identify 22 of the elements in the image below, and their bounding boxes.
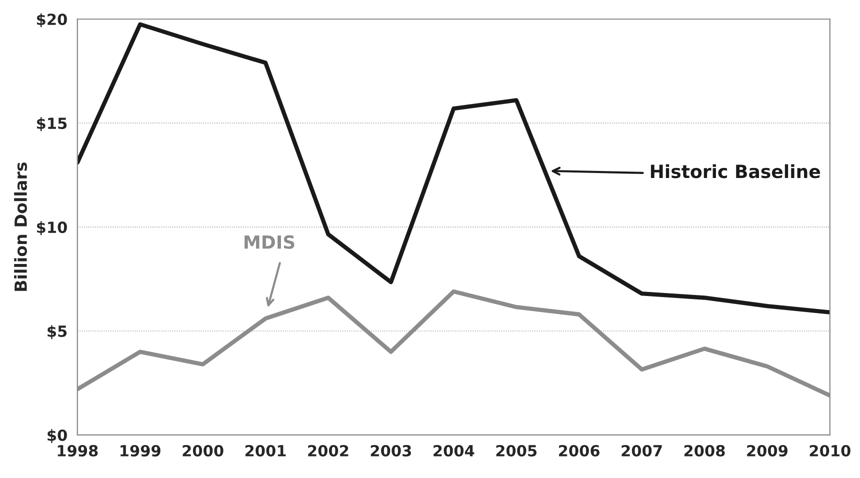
y-tick-label: $5	[48, 325, 67, 340]
x-tick-label: 2004	[434, 444, 474, 457]
x-tick-label: 2010	[810, 444, 850, 457]
x-tick-label: 2007	[622, 444, 662, 457]
line-series	[77, 22, 830, 314]
x-tick-label: 2008	[684, 444, 725, 457]
y-axis-title: Billion Dollars	[14, 162, 28, 291]
x-tick-label: 1999	[120, 444, 160, 457]
y-tick-label: $15	[36, 117, 67, 132]
x-tick-label: 2006	[559, 444, 600, 457]
x-tick-label: 2002	[308, 444, 348, 457]
annotation: Historic Baseline	[650, 164, 820, 178]
y-tick-label: $20	[36, 13, 67, 28]
annotation: MDIS	[244, 235, 294, 249]
x-tick-label: 2005	[496, 444, 537, 457]
x-tick-label: 2001	[245, 444, 286, 457]
x-tick-label: 2009	[747, 444, 788, 457]
y-tick-label: $10	[36, 221, 67, 236]
x-tick-label: 2000	[182, 444, 224, 457]
x-tick-label: 2003	[370, 444, 411, 457]
x-tick-label: 1998	[58, 444, 98, 457]
y-tick-label: $0	[48, 429, 67, 444]
